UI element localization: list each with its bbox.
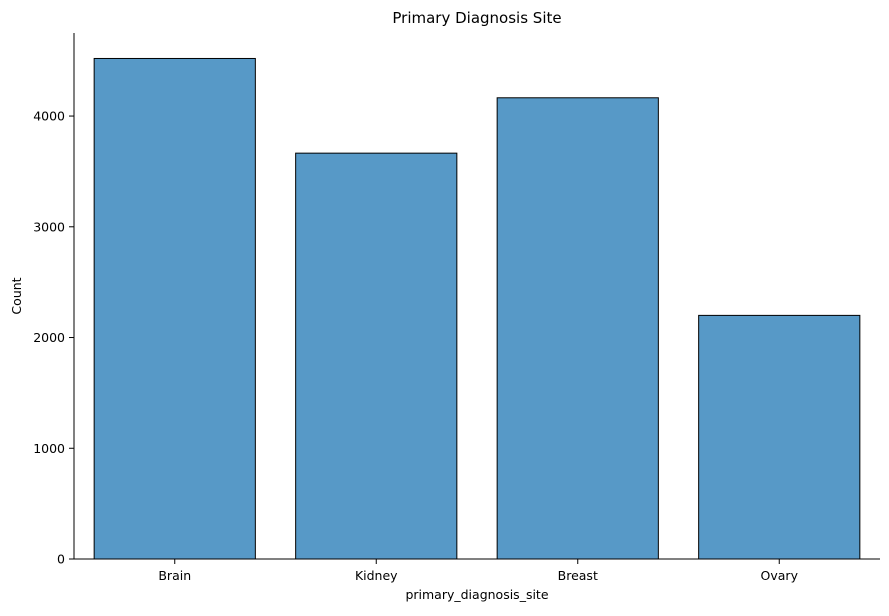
bar-ovary — [698, 314, 861, 560]
x-axis-title: primary_diagnosis_site — [405, 587, 548, 602]
bar-brain — [93, 57, 256, 560]
y-tick-label: 1000 — [33, 441, 65, 456]
x-tick-label: Kidney — [355, 568, 398, 583]
y-axis-title: Count — [9, 277, 24, 314]
y-tick-label: 0 — [57, 552, 65, 567]
bar-breast — [496, 97, 659, 560]
y-tick-label: 4000 — [33, 109, 65, 124]
y-tick-label: 3000 — [33, 219, 65, 234]
x-tick-label: Brain — [158, 568, 191, 583]
bars-group — [93, 57, 861, 560]
bar-kidney — [295, 152, 458, 560]
x-axis: Brain Kidney Breast Ovary — [74, 558, 880, 583]
x-tick-label: Ovary — [761, 568, 799, 583]
chart-title: Primary Diagnosis Site — [392, 9, 561, 27]
y-tick-label: 2000 — [33, 330, 65, 345]
x-tick-label: Breast — [558, 568, 598, 583]
y-axis: 0 1000 2000 3000 4000 — [33, 33, 75, 567]
